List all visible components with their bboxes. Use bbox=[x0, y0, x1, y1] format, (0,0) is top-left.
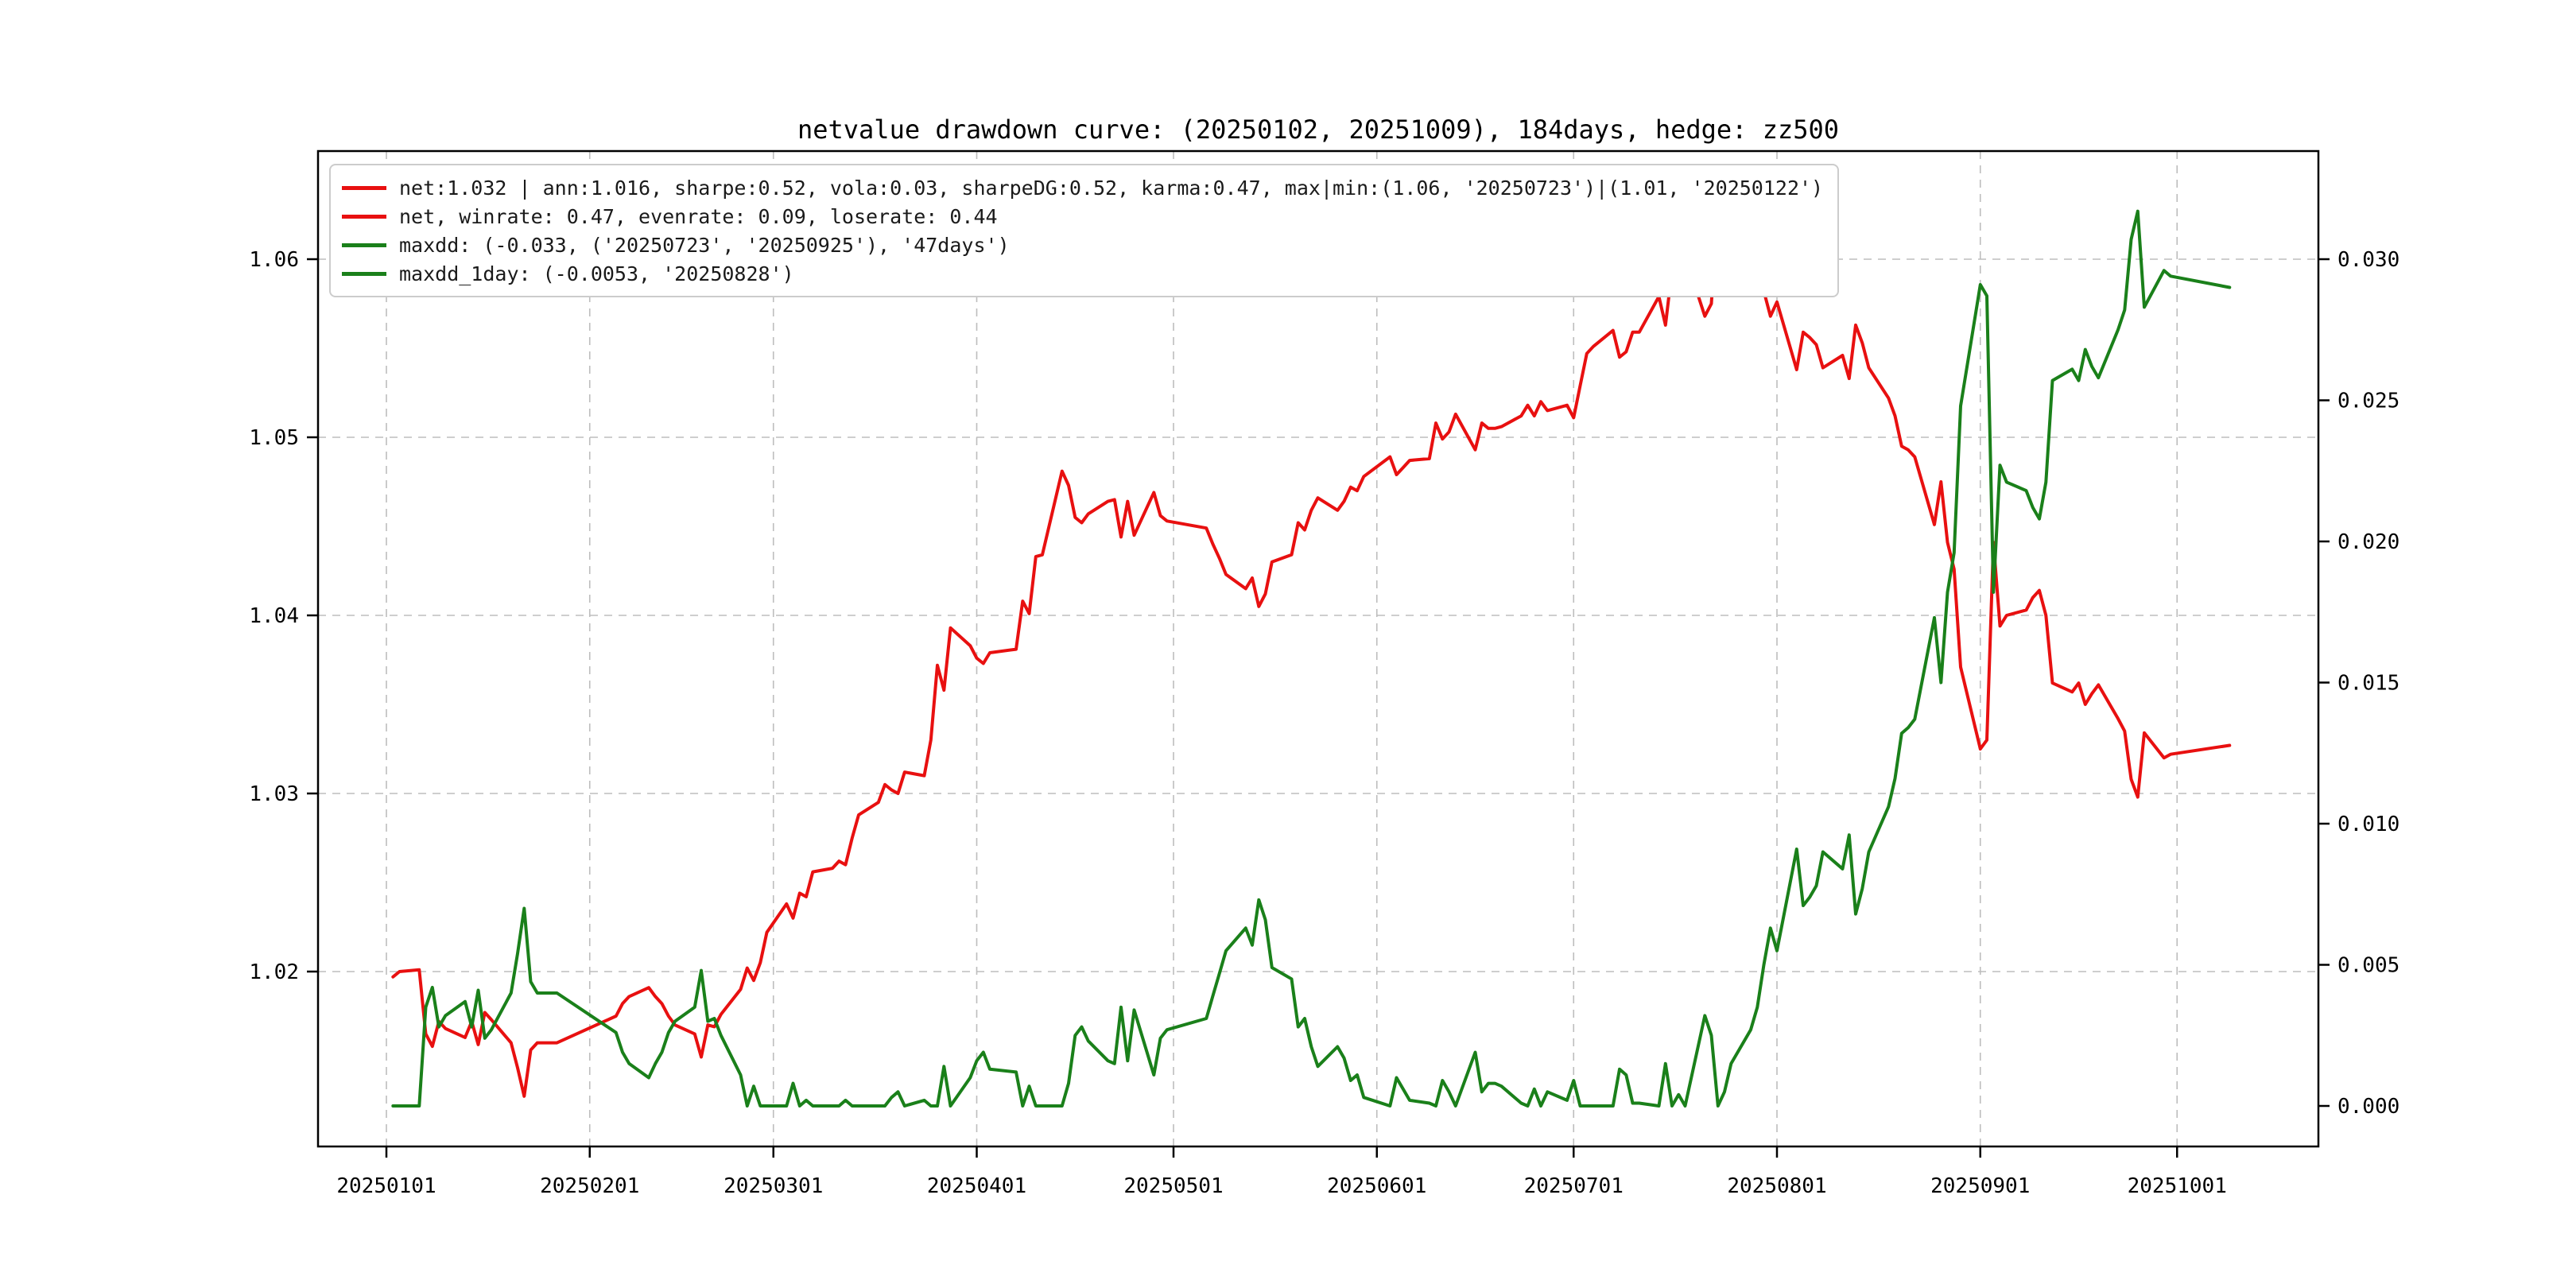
x-tick-label: 20250301 bbox=[724, 1174, 823, 1198]
x-tick-label: 20250901 bbox=[1930, 1174, 2030, 1198]
right-tick-label: 0.030 bbox=[2337, 248, 2399, 272]
legend-line-swatch bbox=[342, 242, 386, 247]
x-tick-label: 20250501 bbox=[1123, 1174, 1223, 1198]
legend-entry: maxdd: (-0.033, ('20250723', '20250925')… bbox=[342, 231, 1823, 259]
left-tick-label: 1.03 bbox=[249, 782, 299, 806]
x-tick-label: 20250401 bbox=[927, 1174, 1026, 1198]
maxdd-line bbox=[391, 209, 2232, 1108]
legend: net:1.032 | ann:1.016, sharpe:0.52, vola… bbox=[329, 164, 1840, 297]
net-line bbox=[391, 195, 2232, 1098]
plot-border bbox=[316, 149, 2320, 1148]
right-tick-label: 0.010 bbox=[2337, 813, 2399, 836]
legend-label: maxdd: (-0.033, ('20250723', '20250925')… bbox=[399, 233, 1010, 257]
legend-entry: maxdd_1day: (-0.0053, '20250828') bbox=[342, 259, 1823, 288]
legend-line-swatch bbox=[342, 185, 386, 190]
left-tick-label: 1.04 bbox=[249, 604, 299, 628]
left-tick-label: 1.06 bbox=[249, 248, 299, 272]
right-tick-label: 0.020 bbox=[2337, 530, 2399, 554]
legend-label: net, winrate: 0.47, evenrate: 0.09, lose… bbox=[399, 204, 998, 228]
x-tick-label: 20250801 bbox=[1727, 1174, 1826, 1198]
right-tick-label: 0.000 bbox=[2337, 1095, 2399, 1119]
x-tick-label: 20251001 bbox=[2128, 1174, 2227, 1198]
legend-line-swatch bbox=[342, 214, 386, 219]
legend-entry: net:1.032 | ann:1.016, sharpe:0.52, vola… bbox=[342, 173, 1823, 202]
x-tick-label: 20250601 bbox=[1327, 1174, 1426, 1198]
chart-title: netvalue drawdown curve: (20250102, 2025… bbox=[797, 114, 1840, 145]
right-tick-label: 0.015 bbox=[2337, 672, 2399, 696]
legend-line-swatch bbox=[342, 271, 386, 276]
x-tick-label: 20250101 bbox=[336, 1174, 436, 1198]
right-tick-label: 0.005 bbox=[2337, 954, 2399, 978]
legend-label: net:1.032 | ann:1.016, sharpe:0.52, vola… bbox=[399, 176, 1824, 200]
x-tick-label: 20250201 bbox=[540, 1174, 639, 1198]
left-tick-label: 1.02 bbox=[249, 960, 299, 984]
legend-entry: net, winrate: 0.47, evenrate: 0.09, lose… bbox=[342, 202, 1823, 231]
left-tick-label: 1.05 bbox=[249, 426, 299, 450]
right-tick-label: 0.025 bbox=[2337, 390, 2399, 413]
x-tick-label: 20250701 bbox=[1524, 1174, 1624, 1198]
legend-label: maxdd_1day: (-0.0053, '20250828') bbox=[399, 262, 794, 285]
